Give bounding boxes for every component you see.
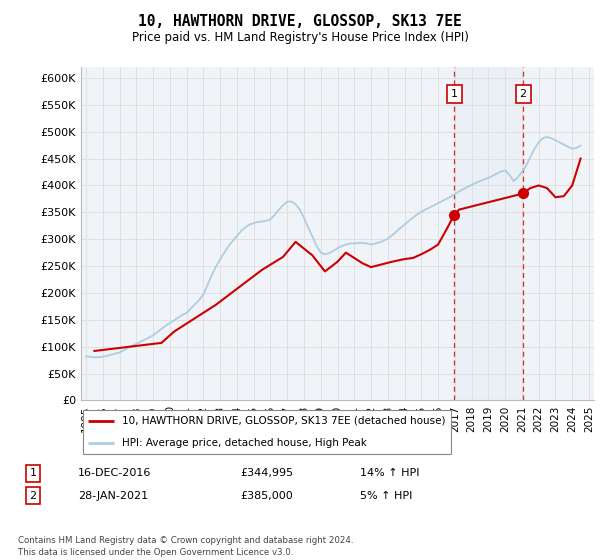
FancyBboxPatch shape <box>83 409 451 454</box>
Text: 28-JAN-2021: 28-JAN-2021 <box>78 491 148 501</box>
Text: 1: 1 <box>451 89 458 99</box>
Text: Contains HM Land Registry data © Crown copyright and database right 2024.
This d: Contains HM Land Registry data © Crown c… <box>18 536 353 557</box>
Text: 2: 2 <box>29 491 37 501</box>
Text: £385,000: £385,000 <box>240 491 293 501</box>
Text: 10, HAWTHORN DRIVE, GLOSSOP, SK13 7EE (detached house): 10, HAWTHORN DRIVE, GLOSSOP, SK13 7EE (d… <box>122 416 445 426</box>
Text: Price paid vs. HM Land Registry's House Price Index (HPI): Price paid vs. HM Land Registry's House … <box>131 31 469 44</box>
Text: £344,995: £344,995 <box>240 468 293 478</box>
Text: 10, HAWTHORN DRIVE, GLOSSOP, SK13 7EE: 10, HAWTHORN DRIVE, GLOSSOP, SK13 7EE <box>138 14 462 29</box>
Text: 14% ↑ HPI: 14% ↑ HPI <box>360 468 419 478</box>
Bar <box>454 67 523 400</box>
Text: 5% ↑ HPI: 5% ↑ HPI <box>360 491 412 501</box>
Text: 16-DEC-2016: 16-DEC-2016 <box>78 468 151 478</box>
Text: HPI: Average price, detached house, High Peak: HPI: Average price, detached house, High… <box>122 437 367 447</box>
Text: 2: 2 <box>520 89 527 99</box>
Text: 1: 1 <box>29 468 37 478</box>
